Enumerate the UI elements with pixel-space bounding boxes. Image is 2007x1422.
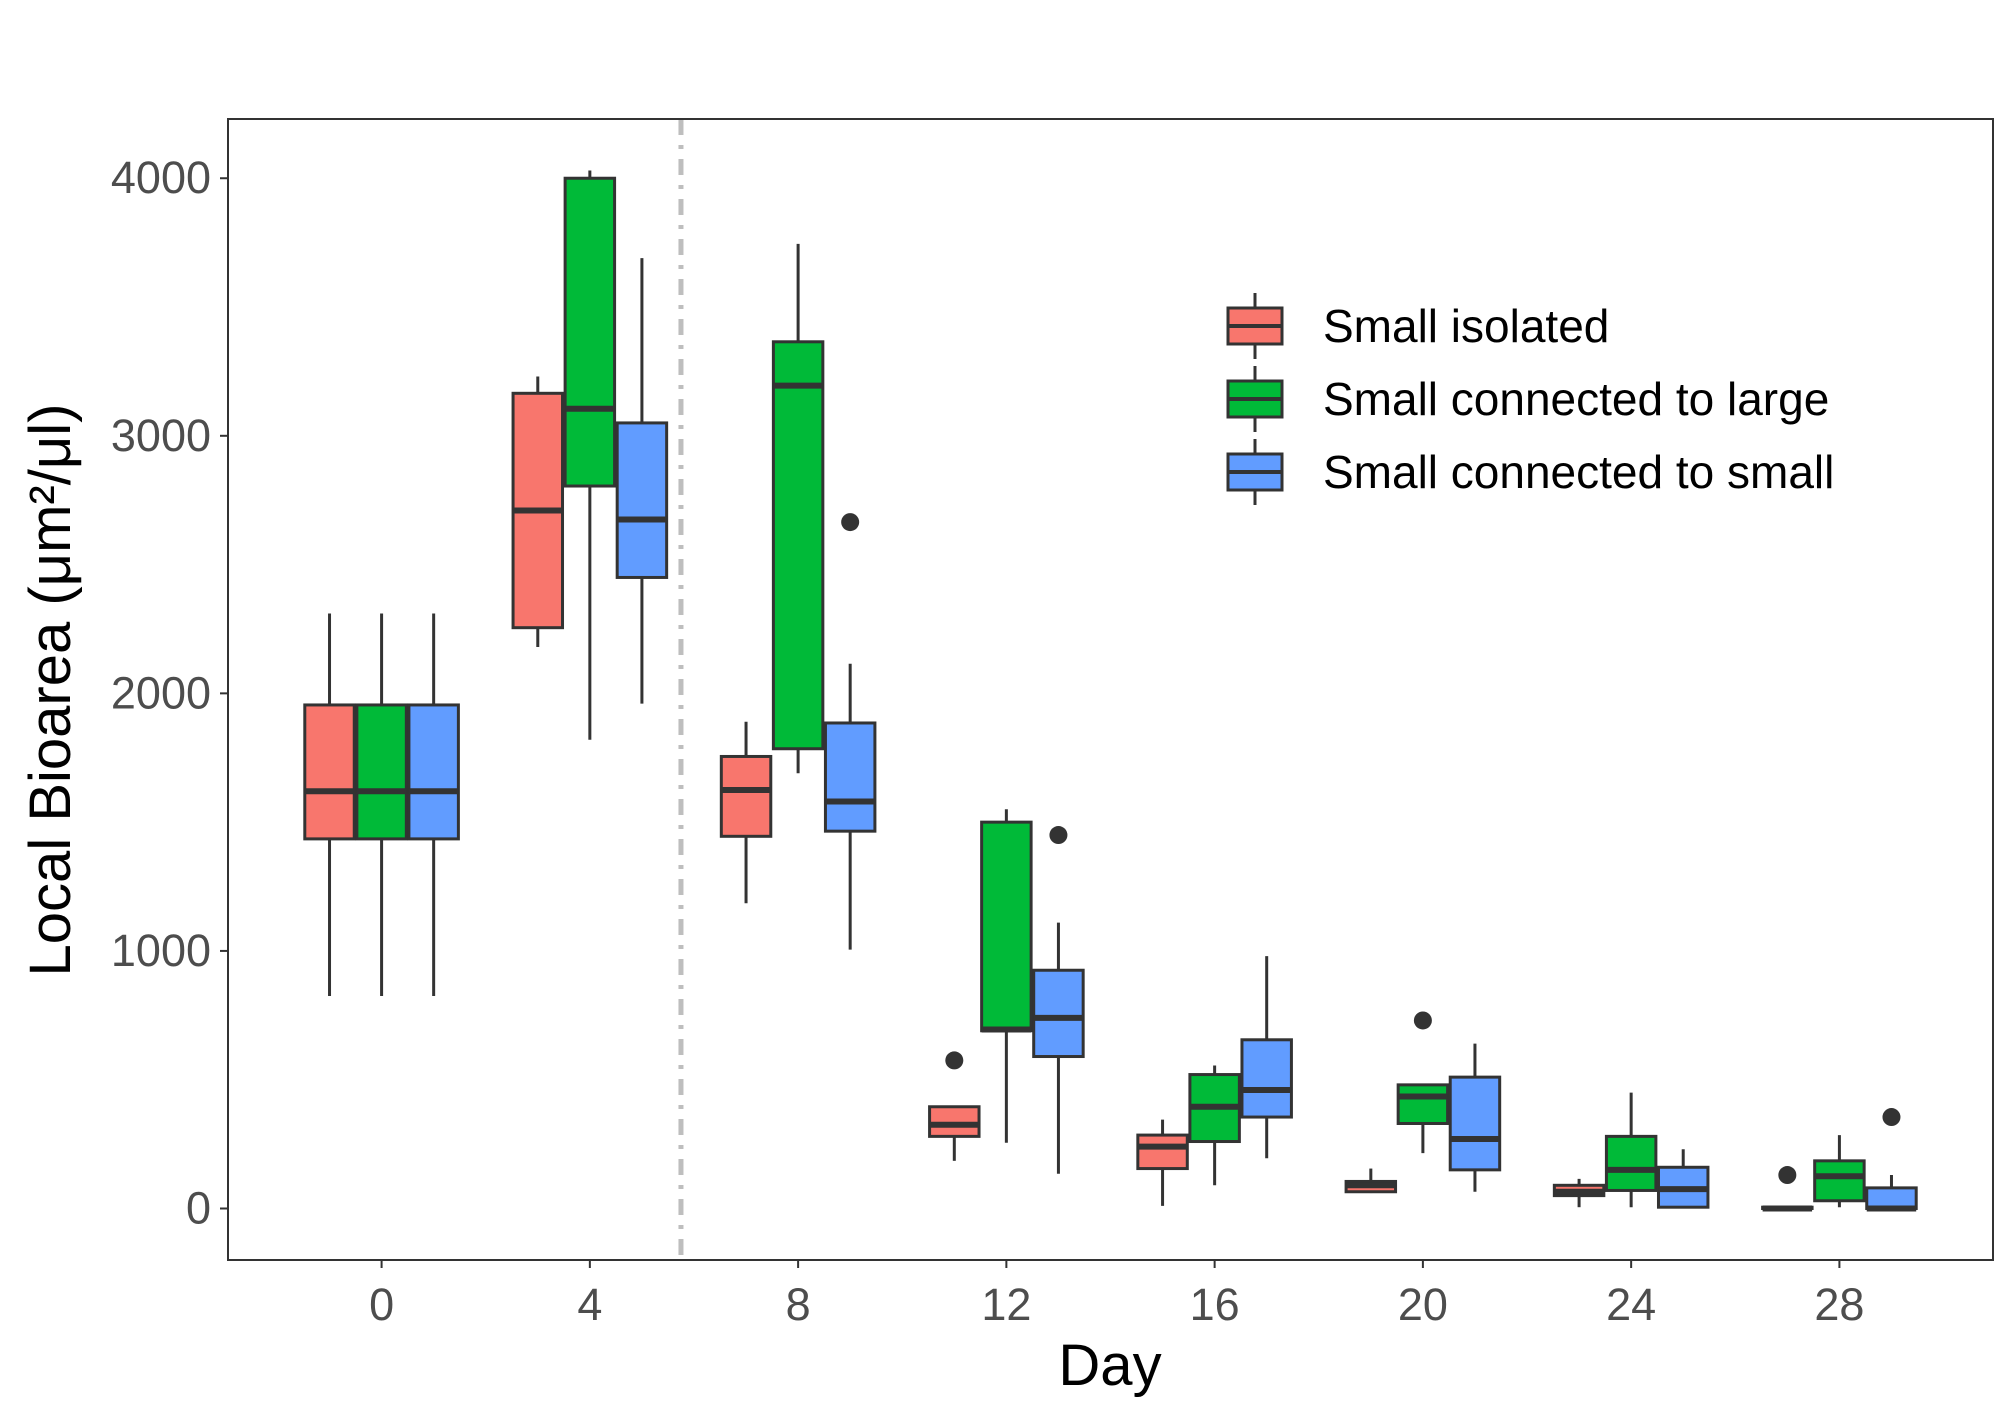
- y-tick-label: 1000: [111, 925, 211, 976]
- box-day-8: [823, 513, 877, 950]
- legend-label: Small connected to small: [1323, 446, 1834, 498]
- box: [407, 703, 460, 841]
- legend-label: Small isolated: [1323, 300, 1609, 352]
- y-axis-title: Local Bioarea (μm²/μl): [18, 404, 83, 977]
- box: [355, 703, 408, 841]
- y-tick-label: 4000: [111, 152, 211, 203]
- box-day-12: [980, 809, 1033, 1143]
- y-tick-label: 3000: [111, 410, 211, 461]
- outlier-point: [1882, 1108, 1901, 1127]
- box-day-28: [1761, 1166, 1814, 1212]
- outlier-point: [1049, 826, 1068, 845]
- box-day-24: [1604, 1092, 1658, 1208]
- box: [1240, 1038, 1293, 1119]
- x-axis-title: Day: [1058, 1333, 1161, 1398]
- box-day-8: [719, 721, 773, 904]
- box-day-4: [615, 258, 669, 704]
- plot-panel-border: [227, 118, 1994, 1261]
- box-day-0: [303, 613, 356, 996]
- legend: Small isolated Small connected to large Sm…: [1226, 293, 1834, 505]
- box-day-20: [1448, 1043, 1502, 1192]
- x-tick-label: 28: [1814, 1279, 1864, 1330]
- box: [771, 340, 825, 751]
- box: [1604, 1134, 1658, 1192]
- outlier-point: [841, 513, 860, 532]
- x-tick-label: 4: [577, 1279, 602, 1330]
- box: [1032, 968, 1085, 1059]
- box-day-20: [1396, 1011, 1450, 1154]
- box-day-12: [928, 1051, 981, 1161]
- box: [719, 754, 773, 838]
- box-day-0: [407, 613, 460, 996]
- box-day-28: [1813, 1135, 1866, 1208]
- box-day-28: [1865, 1108, 1918, 1212]
- x-tick-label: 0: [369, 1279, 394, 1330]
- box-day-0: [355, 613, 408, 996]
- y-tick-label: 2000: [111, 667, 211, 718]
- box: [615, 421, 669, 579]
- box-day-16: [1136, 1119, 1189, 1206]
- box: [928, 1105, 981, 1138]
- legend-label: Small connected to large: [1323, 373, 1829, 425]
- box-day-16: [1188, 1065, 1241, 1186]
- box-day-20: [1344, 1168, 1398, 1194]
- box: [823, 721, 877, 833]
- box: [980, 820, 1033, 1033]
- box-day-24: [1656, 1149, 1710, 1209]
- boxes-group: [303, 170, 1918, 1212]
- box: [1813, 1159, 1866, 1203]
- series-1: [303, 376, 1814, 1212]
- outlier-point: [1778, 1166, 1797, 1185]
- box: [1396, 1083, 1450, 1125]
- legend-item-1: Small isolated: [1226, 293, 1609, 359]
- x-tick-label: 16: [1190, 1279, 1240, 1330]
- outlier-point: [945, 1051, 964, 1070]
- box-day-8: [771, 243, 825, 774]
- x-tick-label: 8: [786, 1279, 811, 1330]
- legend-item-2: Small connected to large: [1226, 366, 1829, 432]
- x-tick-label: 24: [1606, 1279, 1656, 1330]
- series-3: [407, 258, 1918, 1212]
- y-axis: 0 1000 2000 3000 4000: [111, 152, 228, 1233]
- box-day-4: [563, 170, 617, 740]
- box: [1136, 1133, 1189, 1171]
- x-tick-label: 20: [1398, 1279, 1448, 1330]
- box: [1448, 1075, 1502, 1172]
- box-day-12: [1032, 826, 1085, 1174]
- outlier-point: [1413, 1011, 1432, 1030]
- x-tick-label: 12: [981, 1279, 1031, 1330]
- box: [1865, 1186, 1918, 1210]
- legend-item-3: Small connected to small: [1226, 439, 1834, 505]
- y-tick-label: 0: [186, 1182, 211, 1233]
- box-day-16: [1240, 956, 1293, 1159]
- box: [563, 176, 617, 488]
- box: [303, 703, 356, 841]
- box-day-24: [1552, 1178, 1606, 1208]
- series-2: [355, 170, 1866, 1208]
- x-axis: 0 4 8 12 16 20 24 28: [369, 1260, 1864, 1330]
- box-day-4: [511, 376, 565, 648]
